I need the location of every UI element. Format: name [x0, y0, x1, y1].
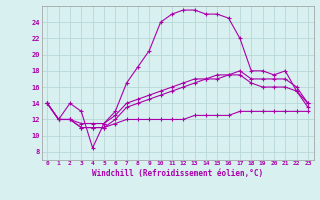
X-axis label: Windchill (Refroidissement éolien,°C): Windchill (Refroidissement éolien,°C) — [92, 169, 263, 178]
